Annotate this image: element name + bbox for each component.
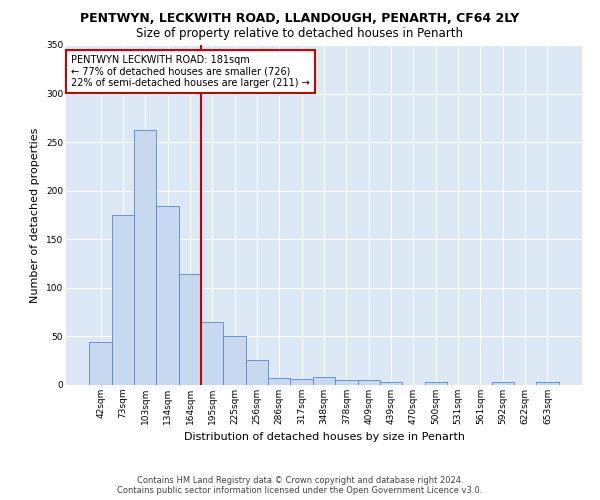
Bar xyxy=(358,380,380,385)
Text: Contains HM Land Registry data © Crown copyright and database right 2024.
Contai: Contains HM Land Registry data © Crown c… xyxy=(118,476,482,495)
Bar xyxy=(201,322,223,385)
Bar xyxy=(335,380,358,385)
Text: Size of property relative to detached houses in Penarth: Size of property relative to detached ho… xyxy=(137,28,464,40)
Bar xyxy=(290,379,313,385)
Bar xyxy=(157,206,179,385)
X-axis label: Distribution of detached houses by size in Penarth: Distribution of detached houses by size … xyxy=(184,432,464,442)
Bar xyxy=(89,342,112,385)
Bar xyxy=(179,274,201,385)
Text: PENTWYN LECKWITH ROAD: 181sqm
← 77% of detached houses are smaller (726)
22% of : PENTWYN LECKWITH ROAD: 181sqm ← 77% of d… xyxy=(71,55,310,88)
Bar xyxy=(134,130,157,385)
Bar xyxy=(112,215,134,385)
Bar xyxy=(380,382,402,385)
Bar xyxy=(268,378,290,385)
Bar xyxy=(223,336,246,385)
Bar xyxy=(536,382,559,385)
Y-axis label: Number of detached properties: Number of detached properties xyxy=(31,128,40,302)
Bar xyxy=(491,382,514,385)
Bar xyxy=(246,360,268,385)
Bar xyxy=(313,377,335,385)
Bar xyxy=(425,382,447,385)
Text: PENTWYN, LECKWITH ROAD, LLANDOUGH, PENARTH, CF64 2LY: PENTWYN, LECKWITH ROAD, LLANDOUGH, PENAR… xyxy=(80,12,520,26)
